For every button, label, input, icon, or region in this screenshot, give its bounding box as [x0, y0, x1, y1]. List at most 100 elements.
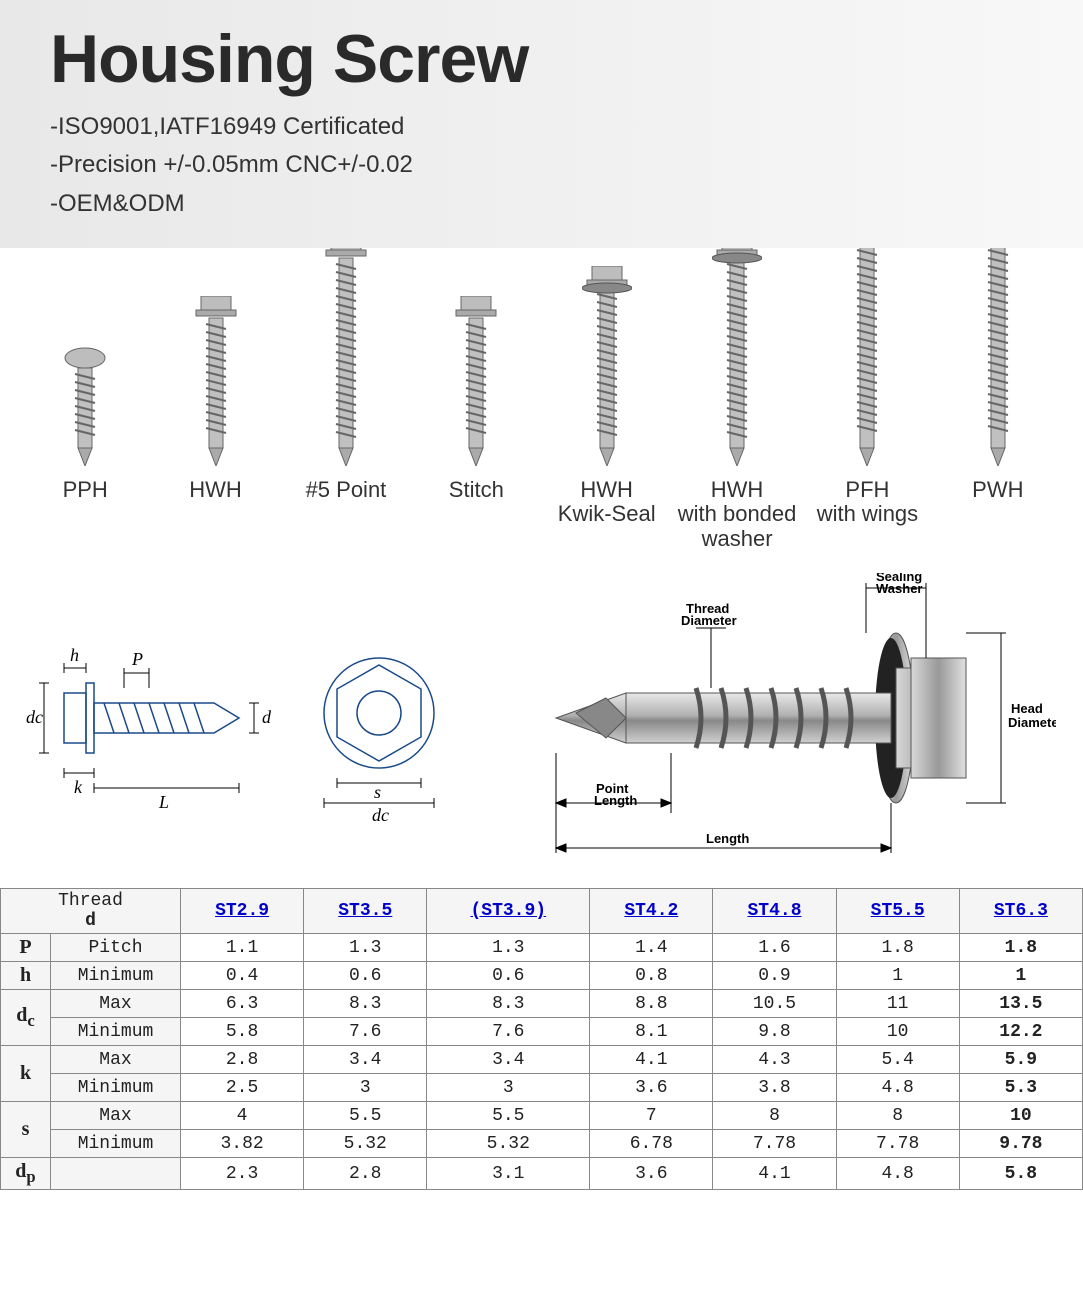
- col-header[interactable]: ST4.8: [713, 889, 836, 934]
- col-header[interactable]: ST5.5: [836, 889, 959, 934]
- spec-cell: 5.3: [959, 1074, 1082, 1102]
- spec-cell: 3.6: [590, 1158, 713, 1190]
- row-group: h: [1, 962, 51, 990]
- page-title: Housing Screw: [50, 20, 1053, 98]
- row-label: Pitch: [51, 934, 181, 962]
- col-header[interactable]: ST2.9: [181, 889, 304, 934]
- row-label: Minimum: [51, 1130, 181, 1158]
- spec-cell: 5.9: [959, 1046, 1082, 1074]
- row-group: k: [1, 1046, 51, 1102]
- screw-type-label: PPH: [63, 478, 108, 538]
- spec-cell: 1.3: [304, 934, 427, 962]
- spec-cell: 4.8: [836, 1158, 959, 1190]
- spec-cell: 13.5: [959, 990, 1082, 1018]
- spec-cell: 0.6: [304, 962, 427, 990]
- thread-header: Threadd: [1, 889, 181, 934]
- spec-cell: 1.1: [181, 934, 304, 962]
- bullet-line: -Precision +/-0.05mm CNC+/-0.02: [50, 146, 1053, 184]
- spec-cell: 1.3: [427, 934, 590, 962]
- spec-cell: 1.8: [959, 934, 1082, 962]
- screw-icon: [321, 236, 371, 466]
- screw-type-label: HWHwith bondedwasher: [678, 478, 797, 538]
- row-group: P: [1, 934, 51, 962]
- spec-cell: 5.5: [304, 1102, 427, 1130]
- label-point-length: Point Length: [594, 781, 637, 808]
- spec-cell: 9.78: [959, 1130, 1082, 1158]
- screw-type-item: HWH: [150, 248, 280, 538]
- row-group: s: [1, 1102, 51, 1158]
- header-region: Housing Screw -ISO9001,IATF16949 Certifi…: [0, 0, 1083, 248]
- spec-cell: 10.5: [713, 990, 836, 1018]
- spec-cell: 8: [713, 1102, 836, 1130]
- screw-type-label: #5 Point: [306, 478, 387, 538]
- screw-icon: [191, 248, 241, 466]
- spec-cell: 1.8: [836, 934, 959, 962]
- spec-cell: 10: [959, 1102, 1082, 1130]
- spec-cell: 5.32: [304, 1130, 427, 1158]
- screw-type-label: HWH: [189, 478, 242, 538]
- spec-cell: 1.4: [590, 934, 713, 962]
- screw-type-item: HWHKwik-Seal: [542, 248, 672, 538]
- row-group: dp: [1, 1158, 51, 1190]
- row-group: dc: [1, 990, 51, 1046]
- spec-cell: 0.4: [181, 962, 304, 990]
- col-header[interactable]: ST3.5: [304, 889, 427, 934]
- screw-type-label: HWHKwik-Seal: [558, 478, 656, 538]
- spec-cell: 11: [836, 990, 959, 1018]
- spec-cell: 7.78: [713, 1130, 836, 1158]
- screw-type-item: PPH: [20, 248, 150, 538]
- spec-cell: 3.82: [181, 1130, 304, 1158]
- spec-cell: 9.8: [713, 1018, 836, 1046]
- spec-table: ThreaddST2.9ST3.5(ST3.9)ST4.2ST4.8ST5.5S…: [0, 888, 1083, 1190]
- spec-cell: 3: [427, 1074, 590, 1102]
- col-header[interactable]: ST6.3: [959, 889, 1082, 934]
- spec-cell: 10: [836, 1018, 959, 1046]
- spec-cell: 4.1: [713, 1158, 836, 1190]
- row-label: Max: [51, 1046, 181, 1074]
- spec-cell: 4: [181, 1102, 304, 1130]
- spec-cell: 0.9: [713, 962, 836, 990]
- screw-icon: [451, 248, 501, 466]
- dim-d: d: [262, 707, 272, 727]
- spec-cell: 8: [836, 1102, 959, 1130]
- spec-cell: 4.8: [836, 1074, 959, 1102]
- spec-cell: 5.4: [836, 1046, 959, 1074]
- screw-type-row: PPH HWH #5 Point Stitch: [0, 248, 1083, 548]
- row-label: Minimum: [51, 962, 181, 990]
- spec-cell: 5.32: [427, 1130, 590, 1158]
- spec-cell: 0.8: [590, 962, 713, 990]
- spec-cell: 8.8: [590, 990, 713, 1018]
- screw-type-label: PWH: [972, 478, 1023, 538]
- row-label: Minimum: [51, 1018, 181, 1046]
- screw-icon: [712, 236, 762, 466]
- bullet-list: -ISO9001,IATF16949 Certificated -Precisi…: [50, 108, 1053, 223]
- screw-type-item: PFHwith wings: [802, 248, 932, 538]
- row-label: Minimum: [51, 1074, 181, 1102]
- dim-h: h: [70, 645, 79, 665]
- spec-cell: 6.78: [590, 1130, 713, 1158]
- spec-cell: 2.5: [181, 1074, 304, 1102]
- spec-cell: 7.78: [836, 1130, 959, 1158]
- spec-cell: 3.8: [713, 1074, 836, 1102]
- dim-p: P: [131, 649, 143, 669]
- col-header[interactable]: ST4.2: [590, 889, 713, 934]
- screw-icon: [60, 248, 110, 466]
- label-length: Length: [706, 831, 749, 846]
- spec-cell: 2.3: [181, 1158, 304, 1190]
- spec-cell: 8.3: [304, 990, 427, 1018]
- row-label: [51, 1158, 181, 1190]
- spec-cell: 7: [590, 1102, 713, 1130]
- spec-cell: 3.1: [427, 1158, 590, 1190]
- screw-type-label: Stitch: [449, 478, 504, 538]
- col-header[interactable]: (ST3.9): [427, 889, 590, 934]
- screw-type-label: PFHwith wings: [817, 478, 918, 538]
- dim-k: k: [74, 777, 83, 797]
- dim-dc: dc: [26, 707, 43, 727]
- spec-cell: 1.6: [713, 934, 836, 962]
- label-sealing-washer: Sealing Washer: [876, 573, 926, 596]
- spec-cell: 5.8: [959, 1158, 1082, 1190]
- spec-cell: 1: [959, 962, 1082, 990]
- spec-cell: 4.1: [590, 1046, 713, 1074]
- spec-cell: 6.3: [181, 990, 304, 1018]
- screw-type-item: HWHwith bondedwasher: [672, 248, 802, 538]
